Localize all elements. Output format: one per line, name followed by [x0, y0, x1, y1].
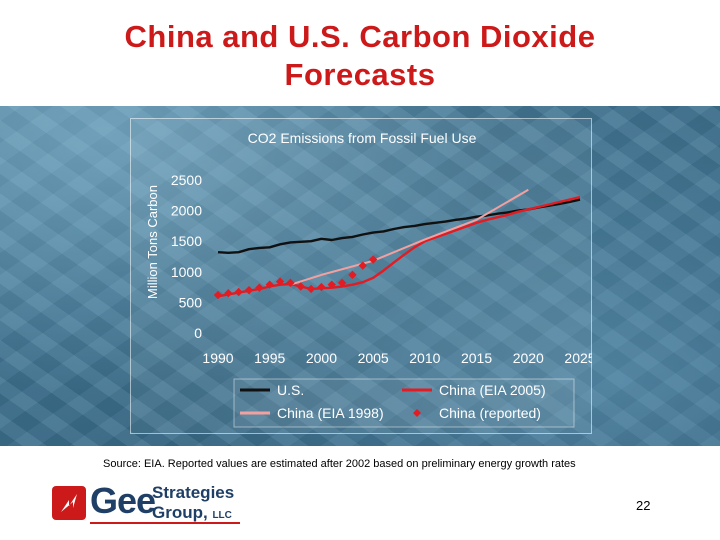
title-band: [0, 0, 720, 106]
y-tick-label: 500: [179, 294, 203, 310]
logo-line-1: Strategies: [152, 483, 235, 502]
reported-point-marker: [234, 287, 243, 297]
reported-point-marker: [286, 278, 295, 288]
slide-title: China and U.S. Carbon Dioxide Forecasts: [40, 18, 680, 94]
co2-emissions-chart: CO2 Emissions from Fossil Fuel Use Milli…: [130, 118, 592, 434]
y-tick-labels: 0 500 1000 1500 2000 2500: [171, 172, 202, 341]
reported-point-marker: [265, 280, 274, 289]
x-tick-label: 2000: [306, 350, 337, 366]
reported-point-marker: [317, 282, 326, 292]
page-number: 22: [636, 498, 651, 513]
logo-name: Gee: [90, 480, 156, 521]
logo-suffix: LLC: [212, 510, 232, 521]
logo-group-text: Group,: [152, 503, 208, 522]
company-logo: Gee Strategies Group, LLC: [52, 480, 252, 530]
reported-point-marker: [255, 283, 264, 292]
slide-title-line-2: Forecasts: [284, 57, 436, 92]
reported-point-marker: [337, 278, 347, 288]
reported-point-marker: [296, 282, 305, 291]
reported-point-marker: [327, 280, 336, 289]
footer-band: [0, 446, 720, 540]
y-tick-label: 2500: [171, 172, 202, 188]
chart-frame: [130, 118, 592, 434]
x-tick-label: 2015: [461, 350, 492, 366]
y-tick-label: 2000: [171, 203, 202, 219]
reported-point-marker: [358, 261, 367, 270]
logo-line-2: Group, LLC: [152, 504, 232, 525]
x-tick-labels: 1990 1995 2000 2005 2010 2015 2020 2025: [202, 350, 592, 366]
series-lines: [217, 188, 581, 298]
chart-title: CO2 Emissions from Fossil Fuel Use: [248, 130, 477, 146]
y-tick-label: 1000: [171, 264, 202, 280]
x-tick-label: 2020: [513, 350, 544, 366]
logo-lightning-icon: [52, 486, 86, 520]
x-tick-label: 2010: [409, 350, 440, 366]
y-tick-label: 0: [194, 325, 202, 341]
x-tick-label: 1990: [202, 350, 233, 366]
reported-point-marker: [306, 284, 316, 294]
x-tick-label: 1995: [254, 350, 285, 366]
x-tick-label: 2005: [358, 350, 389, 366]
y-axis-label: Million Tons Carbon: [145, 185, 160, 299]
legend-label-2: China (EIA 1998): [277, 405, 384, 421]
y-tick-label: 1500: [171, 233, 202, 249]
reported-point-marker: [275, 277, 285, 286]
reported-point-marker: [348, 270, 357, 280]
legend-label-3: China (reported): [439, 405, 541, 421]
x-tick-label: 2025: [564, 350, 592, 366]
legend-box: [233, 378, 575, 428]
slide-title-line-1: China and U.S. Carbon Dioxide: [124, 19, 596, 54]
legend-label-0: U.S.: [277, 382, 304, 398]
series-line-1: [217, 195, 581, 298]
logo-underline: [90, 522, 240, 524]
chart-legend: U.S. China (EIA 2005) China (EIA 1998) Chin…: [240, 382, 546, 421]
legend-swatch-3: [413, 409, 421, 417]
series-line-2: [290, 188, 529, 286]
legend-label-1: China (EIA 2005): [439, 382, 546, 398]
source-note: Source: EIA. Reported values are estimat…: [103, 458, 576, 470]
